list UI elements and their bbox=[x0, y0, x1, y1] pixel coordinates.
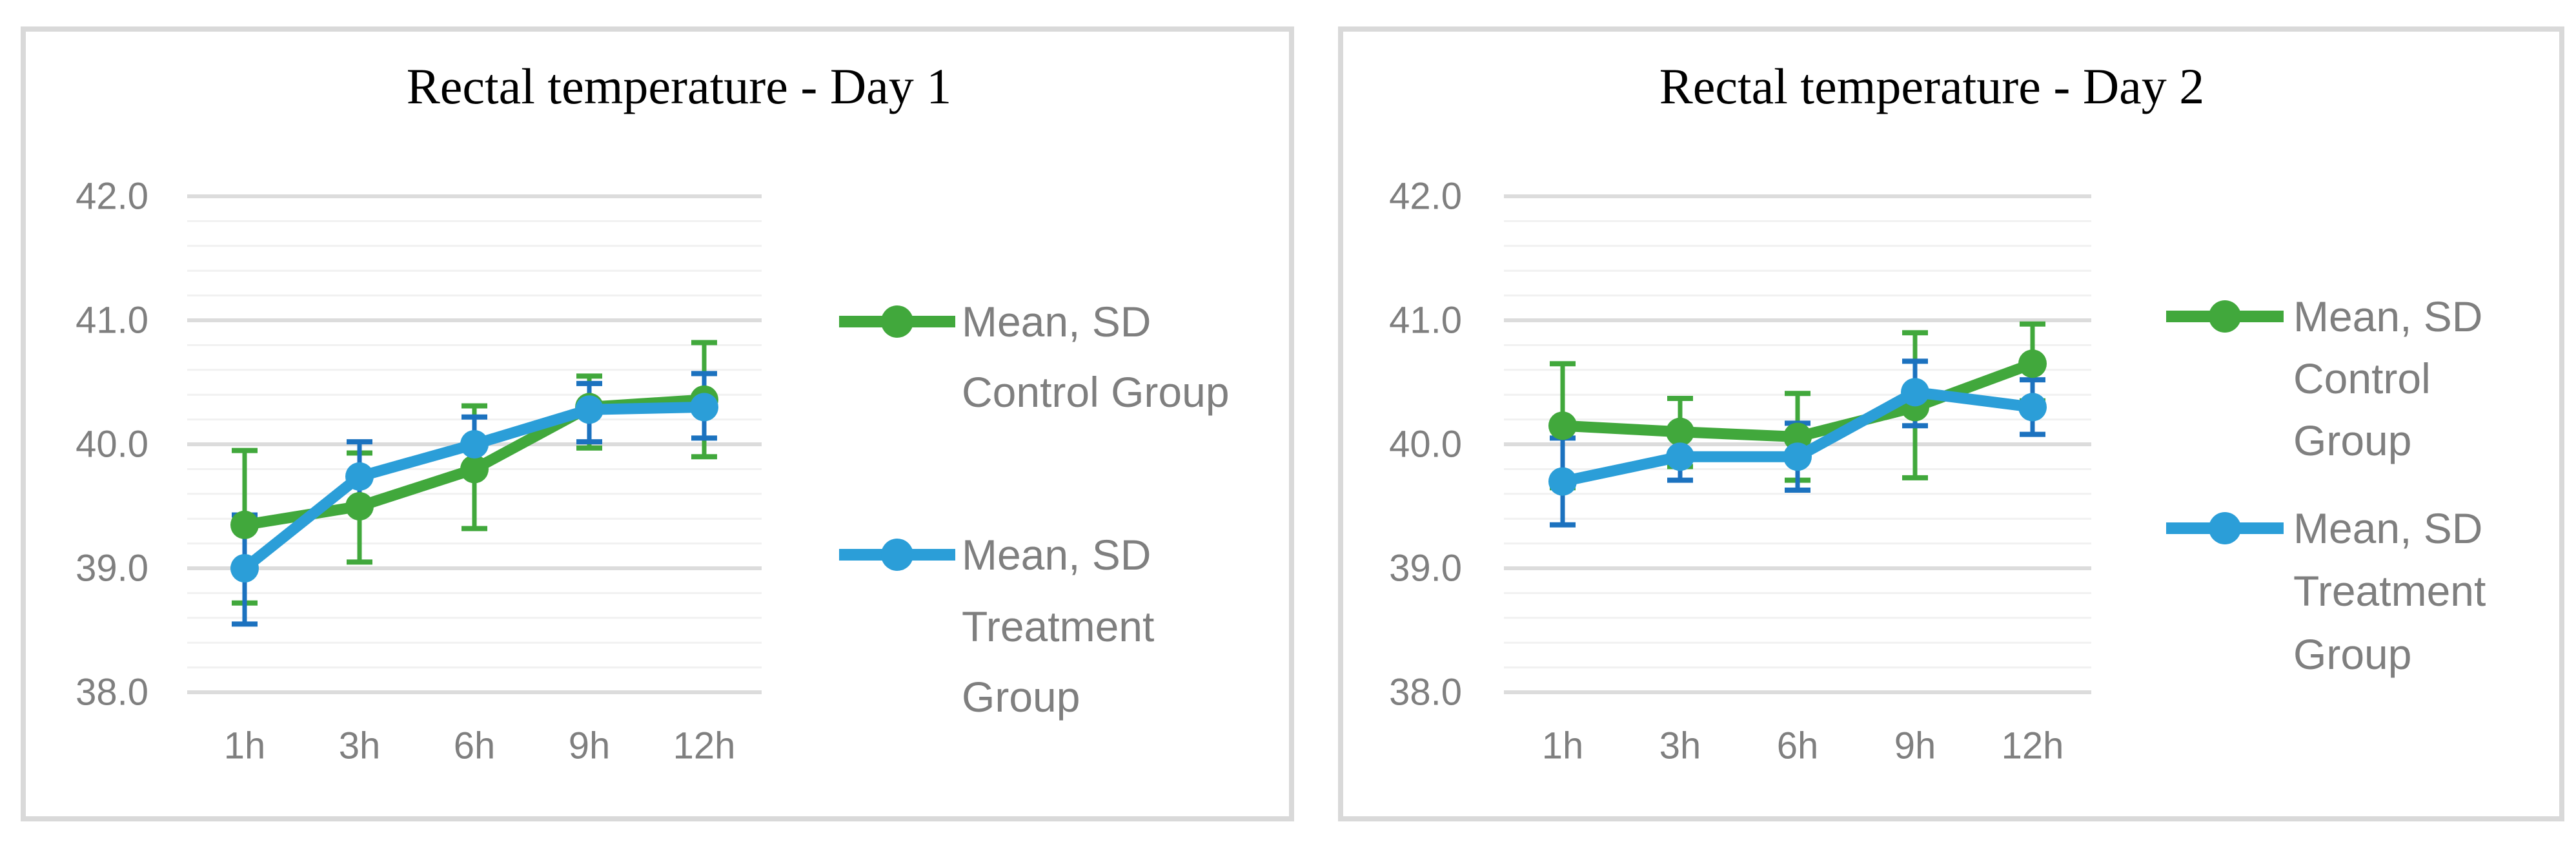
series-marker-treatment bbox=[2018, 393, 2047, 422]
y-axis-tick-label: 42.0 bbox=[76, 176, 148, 218]
legend-marker-circle-control bbox=[881, 305, 913, 338]
series-marker-treatment bbox=[1783, 442, 1812, 471]
series-marker-treatment bbox=[575, 395, 603, 424]
x-axis-tick-label: 12h bbox=[2002, 725, 2064, 767]
series-marker-treatment bbox=[1901, 378, 1929, 407]
y-axis-tick-label: 41.0 bbox=[1389, 300, 1462, 342]
y-axis-tick-label: 41.0 bbox=[76, 300, 148, 342]
series-marker-treatment bbox=[1548, 467, 1577, 496]
chart-panel-day1: 42.0 41.0 40.0 39.0 38.0 1h 3h 6h 9h 12h Rectal te… bbox=[21, 26, 1294, 821]
legend-marker-circle-control bbox=[2209, 300, 2241, 333]
x-axis-tick-label: 3h bbox=[339, 725, 381, 767]
series-marker-treatment bbox=[230, 554, 259, 582]
y-axis-tick-label: 42.0 bbox=[1389, 176, 1462, 218]
series-marker-treatment bbox=[460, 430, 489, 458]
legend-label-control: Control Group bbox=[962, 368, 1230, 416]
x-axis-tick-label: 1h bbox=[224, 725, 266, 767]
legend-marker-circle-treatment bbox=[2209, 512, 2241, 544]
legend-label-control: Control bbox=[2293, 355, 2431, 402]
legend-item-treatment: Mean, SD Treatment Group bbox=[839, 531, 1154, 721]
y-axis-tick-label: 40.0 bbox=[1389, 424, 1462, 466]
panel-border bbox=[21, 26, 1294, 821]
series-marker-control bbox=[1666, 417, 1694, 446]
series-marker-control bbox=[345, 492, 374, 520]
series-marker-control bbox=[1548, 411, 1577, 440]
legend-label-treatment: Mean, SD bbox=[962, 531, 1151, 579]
legend-marker-circle-treatment bbox=[881, 539, 913, 571]
series-marker-control bbox=[460, 455, 489, 484]
legend-label-control: Mean, SD bbox=[962, 298, 1151, 345]
chart-day1-svg: 42.0 41.0 40.0 39.0 38.0 1h 3h 6h 9h 12h Rectal te… bbox=[21, 26, 1294, 821]
series-marker-treatment bbox=[690, 393, 718, 422]
y-axis-tick-label: 38.0 bbox=[1389, 672, 1462, 714]
legend-label-control: Mean, SD bbox=[2293, 293, 2482, 340]
legend-label-treatment: Mean, SD bbox=[2293, 504, 2482, 552]
series-marker-control bbox=[230, 510, 259, 539]
chart-title: Rectal temperature - Day 2 bbox=[1659, 58, 2205, 114]
y-axis-tick-label: 40.0 bbox=[76, 424, 148, 466]
x-axis-tick-label: 6h bbox=[454, 725, 496, 767]
chart-title: Rectal temperature - Day 1 bbox=[407, 58, 952, 114]
legend-label-treatment: Treatment bbox=[2293, 567, 2486, 615]
y-axis-tick-label: 39.0 bbox=[1389, 548, 1462, 590]
y-axis-tick-label: 39.0 bbox=[76, 548, 148, 590]
legend-label-treatment: Group bbox=[962, 673, 1080, 721]
series-marker-treatment bbox=[345, 462, 374, 491]
legend-label-treatment: Group bbox=[2293, 630, 2411, 678]
series-marker-control bbox=[2018, 349, 2047, 378]
legend-label-control: Group bbox=[2293, 417, 2411, 464]
x-axis-tick-label: 6h bbox=[1777, 725, 1819, 767]
x-axis-tick-label: 1h bbox=[1542, 725, 1584, 767]
x-axis-tick-label: 9h bbox=[1894, 725, 1936, 767]
x-axis-tick-label: 12h bbox=[673, 725, 736, 767]
legend-item-control: Mean, SD Control Group bbox=[2166, 293, 2482, 464]
chart-panel-day2: 42.0 41.0 40.0 39.0 38.0 1h 3h 6h 9h 12h Rectal te… bbox=[1338, 26, 2564, 821]
legend-label-treatment: Treatment bbox=[962, 603, 1154, 650]
x-axis-tick-label: 3h bbox=[1659, 725, 1701, 767]
chart-day2-svg: 42.0 41.0 40.0 39.0 38.0 1h 3h 6h 9h 12h Rectal te… bbox=[1338, 26, 2564, 821]
series-marker-treatment bbox=[1666, 442, 1694, 471]
y-axis-tick-label: 38.0 bbox=[76, 672, 148, 714]
panel-border bbox=[1338, 26, 2564, 821]
legend-item-treatment: Mean, SD Treatment Group bbox=[2166, 504, 2486, 678]
x-axis-tick-label: 9h bbox=[569, 725, 611, 767]
legend-item-control: Mean, SD Control Group bbox=[839, 298, 1230, 416]
series-marker-control bbox=[1783, 422, 1812, 451]
